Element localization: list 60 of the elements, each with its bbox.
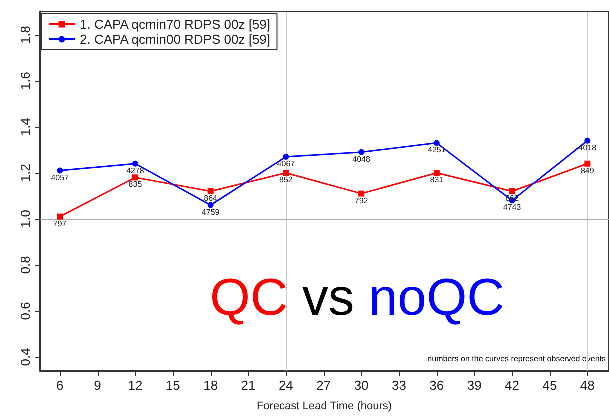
x-tick-label: 48	[580, 378, 595, 393]
annotation: 852	[280, 176, 294, 185]
point	[434, 170, 440, 176]
y-tick-label: 1.8	[18, 26, 33, 44]
annotation: noQC	[368, 269, 505, 327]
x-tick-label: 39	[467, 378, 482, 393]
x-tick-label: 42	[505, 378, 520, 393]
annotation: 4057	[51, 173, 70, 182]
x-tick-label: 21	[241, 378, 256, 393]
annotation: numbers on the curves represent observed events	[428, 354, 606, 364]
point	[208, 202, 214, 208]
annotation: 4018	[578, 143, 598, 152]
annotation: 797	[53, 219, 68, 228]
point	[584, 138, 591, 144]
x-axis-title: Forecast Lead Time (hours)	[256, 400, 392, 412]
legend-label: 2. CAPA qcmin00 RDPS 00z [59]	[80, 32, 271, 47]
y-tick-label: 0.6	[18, 302, 33, 320]
y-tick-label: 1.6	[18, 72, 33, 90]
x-tick-label: 30	[354, 378, 369, 393]
point	[132, 160, 138, 167]
y-tick-label: 1.0	[18, 210, 33, 228]
point	[208, 188, 214, 194]
annotation: 4743	[503, 203, 522, 212]
y-tick-label: 1.4	[18, 118, 33, 136]
x-tick-label: 45	[542, 378, 558, 393]
x-tick-label: 12	[128, 378, 143, 393]
annotation: vs	[302, 269, 354, 327]
y-tick-label: 0.8	[18, 256, 33, 274]
annotation: 4067	[277, 159, 296, 168]
x-tick-label: 27	[316, 378, 332, 393]
annotation: 4048	[352, 154, 372, 164]
point	[434, 140, 440, 146]
x-tick-label: 33	[392, 378, 406, 393]
y-tick-label: 0.4	[18, 348, 33, 366]
point	[358, 190, 365, 197]
annotation: 4759	[202, 208, 220, 217]
annotation: 864	[204, 194, 218, 203]
point	[584, 160, 591, 167]
y-tick-label: 1.2	[18, 164, 33, 182]
x-tick-label: 6	[56, 378, 64, 393]
x-tick-label: 24	[278, 378, 294, 393]
x-tick-label: 18	[204, 378, 218, 393]
point	[283, 154, 290, 160]
annotation: 4278	[126, 166, 145, 176]
point	[132, 174, 138, 181]
legend-label: 1. CAPA qcmin70 RDPS 00z [59]	[80, 17, 271, 32]
point	[358, 149, 365, 156]
point	[57, 168, 64, 174]
point	[283, 170, 290, 176]
annotation: 835	[128, 180, 143, 190]
annotation: 849	[580, 166, 595, 176]
annotation: 831	[430, 176, 444, 185]
annotation: QC	[210, 269, 288, 327]
annotation: 792	[354, 196, 369, 206]
point	[509, 188, 516, 194]
annotation: 4251	[428, 146, 446, 155]
point	[57, 214, 64, 220]
x-tick-label: 36	[430, 378, 444, 393]
x-tick-label: 9	[94, 378, 102, 393]
x-tick-label: 15	[166, 378, 180, 393]
